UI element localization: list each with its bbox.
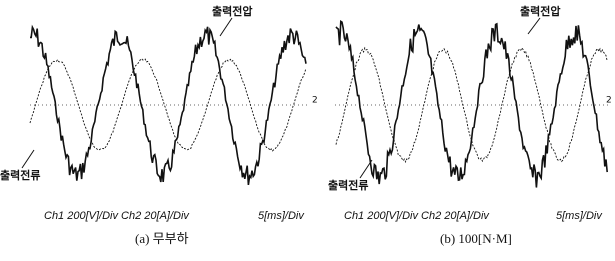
scale-time: 5[ms]/Div — [556, 210, 603, 222]
voltage-label: 출력전압 — [212, 4, 252, 18]
voltage-trace — [30, 27, 306, 185]
pointer — [22, 150, 34, 168]
channel-marker: 2 — [312, 96, 318, 106]
caption: (a) 무부하 — [135, 231, 189, 246]
panel-a: 출력전압 출력전류 2 Ch1 200[V]/Div Ch2 20[A]/Div… — [0, 4, 318, 246]
scale-channels: Ch1 200[V]/Div Ch2 20[A]/Div — [344, 210, 490, 222]
caption: (b) 100[N·M] — [440, 231, 512, 246]
scale-time: 5[ms]/Div — [258, 210, 305, 222]
voltage-trace — [336, 21, 607, 187]
pointer — [220, 18, 232, 36]
scale-channels: Ch1 200[V]/Div Ch2 20[A]/Div — [44, 210, 190, 222]
figure: 출력전압 출력전류 2 Ch1 200[V]/Div Ch2 20[A]/Div… — [0, 0, 615, 261]
pointer — [528, 18, 540, 34]
current-label: 출력전류 — [328, 178, 368, 192]
panel-b: 출력전압 출력전류 2 Ch1 200[V]/Div Ch2 20[A]/Div… — [328, 4, 612, 246]
channel-marker: 2 — [606, 96, 612, 106]
current-label: 출력전류 — [0, 168, 40, 182]
voltage-label: 출력전압 — [520, 4, 560, 18]
